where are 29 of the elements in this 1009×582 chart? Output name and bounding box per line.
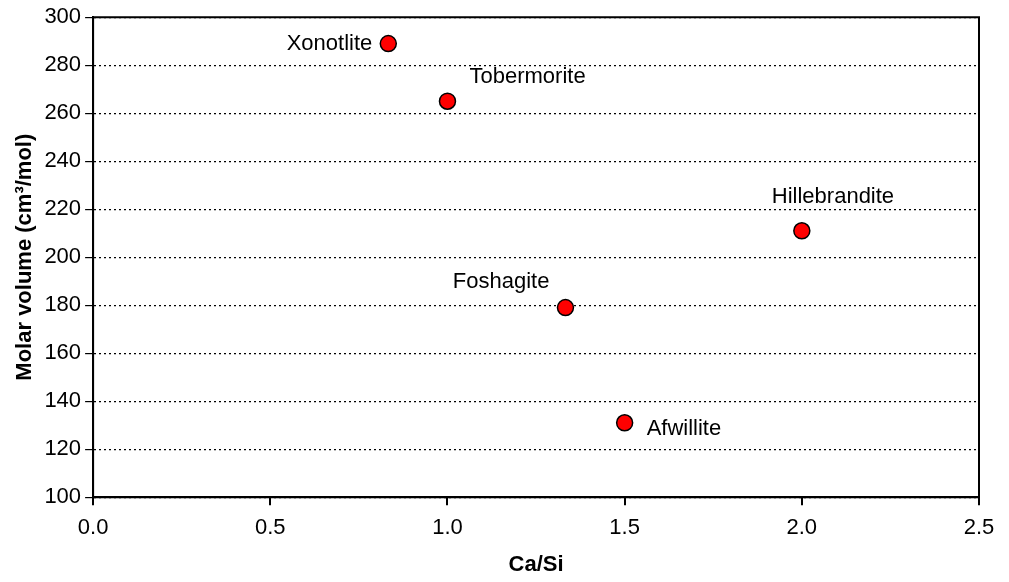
annotation: Xonotlite xyxy=(286,29,373,55)
y-axis-title: Molar volume (cm³/mol) xyxy=(11,133,37,381)
point xyxy=(793,222,811,240)
x-axis-title: Ca/Si xyxy=(508,550,564,576)
y-tick-label: 140 xyxy=(44,387,82,413)
y-tick-label: 220 xyxy=(44,195,82,221)
x-tick-label: 1.5 xyxy=(609,514,640,540)
x-tick-label: 1.0 xyxy=(432,514,463,540)
y-tick-label: 200 xyxy=(44,243,82,269)
point xyxy=(615,414,634,432)
point xyxy=(438,92,457,110)
point xyxy=(556,298,575,317)
y-tick-label: 120 xyxy=(44,435,82,461)
y-tick-label: 180 xyxy=(44,291,82,317)
y-tick-label: 160 xyxy=(44,339,82,365)
x-tick-label: 2.5 xyxy=(963,514,995,540)
point xyxy=(379,34,398,53)
annotation: Foshagite xyxy=(452,267,550,293)
x-tick-label: 0.0 xyxy=(77,514,109,540)
annotation: Hillebrandite xyxy=(771,182,895,208)
annotation: Tobermorite xyxy=(469,63,586,89)
y-tick-label: 260 xyxy=(44,99,82,125)
y-tick-label: 280 xyxy=(44,51,82,77)
annotation: Afwillite xyxy=(646,414,722,440)
x-tick-label: 2.0 xyxy=(786,514,818,540)
y-tick-label: 100 xyxy=(44,483,82,509)
y-tick-label: 240 xyxy=(44,147,82,173)
y-tick-label: 300 xyxy=(44,3,82,29)
x-tick-label: 0.5 xyxy=(254,514,286,540)
